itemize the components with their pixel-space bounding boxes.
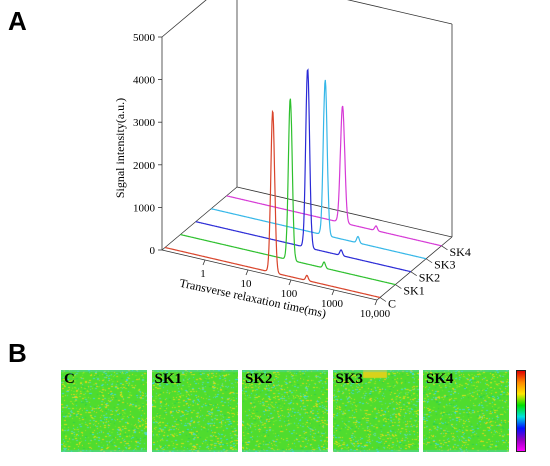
floor-right-edge	[376, 236, 453, 301]
x-tick-label: 1	[200, 268, 206, 280]
x-tick	[288, 279, 292, 286]
x-axis-line	[161, 249, 378, 301]
series-line	[226, 105, 442, 247]
series-line	[164, 109, 381, 299]
colorbar	[516, 370, 526, 452]
y-tick-label: 4000	[133, 75, 156, 87]
image-label: SK4	[426, 371, 454, 387]
series-label: SK2	[419, 271, 440, 285]
x-tick	[245, 269, 249, 276]
series-label: SK1	[403, 284, 424, 298]
floor-back-edge	[236, 186, 453, 238]
panel-b-label: B	[8, 338, 27, 368]
mri-image-sk1: SK1	[151, 370, 238, 452]
mri-image-canvas	[242, 370, 328, 452]
top-back-edge	[347, 0, 453, 25]
mri-image-canvas	[332, 370, 419, 452]
image-label: C	[64, 371, 75, 387]
x-tick-label: 100	[281, 288, 298, 300]
series-line	[210, 79, 427, 260]
panel-a-label: A	[8, 6, 27, 36]
x-tick-label: 1000	[321, 298, 344, 310]
mri-image-sk4: SK4	[423, 370, 509, 452]
series-tick	[410, 271, 417, 276]
mri-image-canvas	[61, 370, 147, 452]
top-left-edge	[161, 0, 207, 38]
mri-image-canvas	[423, 370, 509, 452]
image-label: SK3	[335, 371, 364, 387]
x-axis-title: Transverse relaxation time(ms)	[178, 276, 327, 321]
x-tick-label: 10,000	[360, 308, 391, 320]
chart-frame	[158, 0, 453, 306]
x-tick-label: 10	[241, 278, 253, 290]
mri-image-sk3: SK3	[332, 370, 419, 452]
series-tick	[425, 258, 433, 264]
x-tick	[202, 259, 206, 266]
series-label: SK3	[434, 258, 455, 272]
x-tick	[374, 299, 378, 306]
series-tick	[395, 284, 402, 289]
y-tick-label: 2000	[133, 160, 156, 172]
series-label: C	[388, 296, 396, 310]
series-line	[195, 68, 411, 273]
series-layer	[164, 68, 442, 299]
y-tick-label: 3000	[133, 117, 156, 129]
waterfall-chart: 0 1000 2000 3000 4000 5000 1 10 100 1000 10,000 Sig…	[113, 0, 471, 321]
y-tick-label: 5000	[133, 32, 156, 44]
x-tick	[331, 289, 335, 296]
y-axis-title: Signal intensity(a.u.)	[113, 98, 127, 198]
image-label: SK1	[154, 371, 183, 387]
mri-image-sk2: SK2	[242, 370, 328, 452]
series-label: SK4	[450, 245, 471, 259]
series-tick	[379, 297, 387, 302]
mri-image-c: C	[61, 370, 147, 452]
mri-image-canvas	[151, 370, 238, 452]
floor-left-edge	[161, 186, 238, 251]
image-label: SK2	[245, 371, 273, 387]
y-tick-label: 1000	[133, 202, 156, 214]
y-tick-label: 0	[150, 245, 156, 257]
series-line	[180, 98, 396, 286]
series-tick	[441, 245, 448, 251]
